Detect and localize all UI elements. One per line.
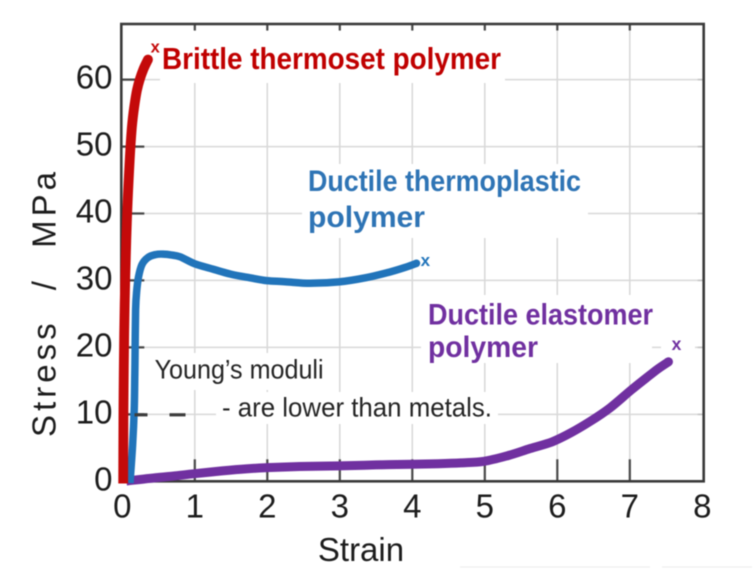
svg-text:7: 7	[621, 487, 639, 524]
svg-text:Brittle thermoset polymer: Brittle thermoset polymer	[162, 41, 501, 76]
svg-text:60: 60	[76, 59, 113, 96]
svg-text:polymer: polymer	[428, 331, 538, 364]
svg-text:0: 0	[94, 460, 112, 497]
svg-text:4: 4	[403, 487, 421, 524]
svg-text:Stress / MPa: Stress / MPa	[26, 168, 63, 437]
svg-text:0: 0	[113, 487, 131, 524]
svg-text:3: 3	[331, 487, 349, 524]
svg-text:x: x	[672, 334, 682, 354]
svg-text:50: 50	[76, 126, 113, 163]
svg-text:Strain: Strain	[318, 531, 404, 568]
svg-text:2: 2	[258, 487, 276, 524]
svg-text:x: x	[421, 251, 431, 270]
svg-text:6: 6	[548, 487, 566, 524]
svg-text:30: 30	[76, 259, 113, 296]
svg-text:1: 1	[186, 487, 204, 524]
svg-text:- are lower than metals.: - are lower than metals.	[222, 392, 492, 422]
svg-text:10: 10	[76, 393, 113, 430]
svg-text:polymer: polymer	[308, 201, 425, 234]
svg-text:Ductile elastomer: Ductile elastomer	[428, 299, 653, 332]
svg-text:x: x	[151, 38, 161, 56]
svg-text:Ductile thermoplastic: Ductile thermoplastic	[308, 165, 581, 198]
svg-text:5: 5	[476, 487, 494, 524]
svg-text:40: 40	[76, 193, 113, 230]
svg-text:Young’s moduli: Young’s moduli	[155, 355, 324, 385]
svg-text:20: 20	[76, 326, 113, 363]
svg-text:8: 8	[693, 487, 711, 524]
